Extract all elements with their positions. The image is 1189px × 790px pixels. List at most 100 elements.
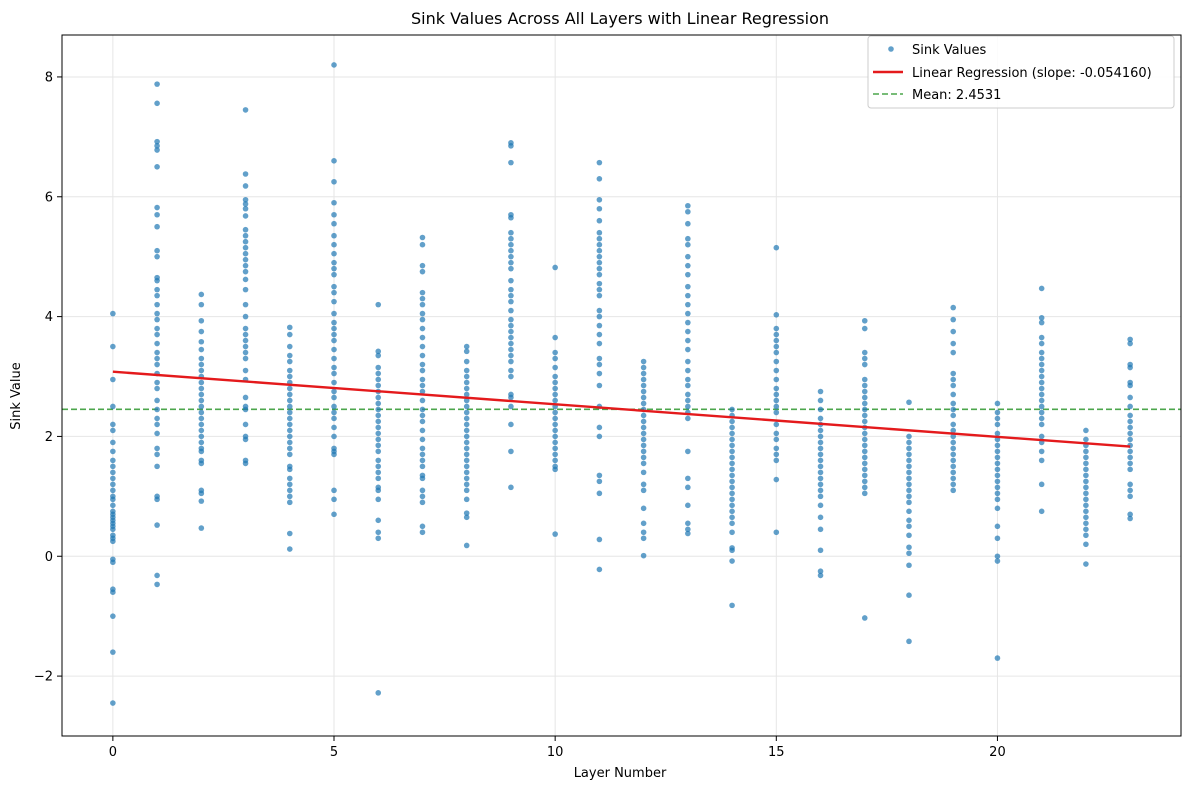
data-point (817, 493, 824, 500)
data-point (419, 487, 426, 494)
data-point (729, 406, 735, 413)
data-point (419, 451, 426, 458)
data-point (685, 220, 691, 227)
data-point (950, 349, 957, 356)
data-point (596, 286, 603, 293)
data-point (1083, 532, 1089, 539)
data-point (508, 277, 514, 284)
data-point (685, 530, 691, 537)
data-point (552, 445, 558, 452)
data-point (375, 418, 382, 425)
data-point (242, 226, 249, 233)
data-point (552, 379, 558, 386)
data-point (817, 526, 824, 533)
data-point (773, 244, 780, 251)
data-point (552, 439, 558, 446)
data-point (950, 487, 957, 494)
data-point (994, 421, 1001, 428)
data-point (463, 391, 470, 398)
data-point (242, 268, 249, 275)
data-point (154, 349, 160, 356)
data-point (154, 143, 160, 149)
data-point (729, 442, 735, 449)
data-point (950, 391, 957, 398)
data-point (198, 409, 205, 416)
data-point (685, 319, 691, 326)
data-point (552, 451, 558, 458)
data-point (773, 312, 780, 318)
data-point (861, 418, 868, 425)
data-point (110, 457, 116, 464)
data-point (331, 241, 337, 248)
data-point (331, 346, 337, 353)
data-point (198, 427, 205, 434)
data-point (906, 433, 912, 440)
data-point (331, 325, 337, 332)
data-point (729, 466, 735, 473)
data-point (110, 376, 116, 383)
data-point (110, 487, 116, 494)
data-point (331, 379, 337, 386)
data-point (861, 478, 868, 485)
data-point (198, 338, 205, 345)
data-point (1038, 314, 1045, 321)
data-point (640, 448, 647, 455)
data-point (861, 325, 868, 332)
data-point (729, 520, 735, 527)
data-point (552, 415, 558, 422)
data-point (552, 427, 558, 434)
data-point (286, 451, 293, 458)
data-point (286, 499, 293, 506)
data-point (685, 520, 691, 527)
data-point (1127, 364, 1133, 371)
x-tick-label: 10 (547, 745, 564, 760)
data-point (331, 337, 337, 344)
data-point (375, 535, 382, 542)
data-point (685, 235, 691, 242)
data-point (331, 388, 337, 395)
data-point (1083, 490, 1089, 497)
data-point (596, 361, 603, 368)
data-point (154, 406, 160, 413)
data-point (242, 301, 249, 308)
data-point (419, 445, 426, 452)
data-point (685, 484, 691, 491)
data-point (463, 367, 470, 374)
data-point (331, 289, 337, 296)
data-point (331, 415, 337, 422)
data-point (906, 481, 912, 488)
data-point (463, 469, 470, 476)
data-point (463, 481, 470, 488)
y-tick-label: 6 (45, 190, 53, 205)
data-point (773, 436, 780, 443)
data-point (640, 442, 647, 449)
data-point (242, 421, 249, 428)
data-point (1038, 415, 1045, 422)
data-point (110, 463, 116, 470)
data-point (331, 62, 337, 68)
data-point (286, 433, 293, 440)
data-point (242, 244, 249, 251)
data-point (463, 487, 470, 494)
data-point (906, 475, 912, 482)
data-point (375, 517, 382, 524)
data-point (817, 568, 824, 575)
data-point (906, 544, 912, 551)
data-point (198, 415, 205, 422)
data-point (861, 317, 868, 324)
data-point (242, 331, 249, 338)
data-point (1038, 421, 1045, 428)
data-point (419, 412, 426, 419)
data-point (242, 213, 249, 219)
data-point (906, 550, 912, 557)
data-point (906, 508, 912, 515)
data-point (1083, 478, 1089, 485)
data-point (596, 382, 603, 389)
data-point (950, 376, 957, 383)
data-point (375, 436, 382, 443)
data-point (773, 451, 780, 458)
data-point (640, 436, 647, 443)
data-point (950, 427, 957, 434)
data-point (508, 298, 514, 305)
data-point (1083, 436, 1089, 443)
